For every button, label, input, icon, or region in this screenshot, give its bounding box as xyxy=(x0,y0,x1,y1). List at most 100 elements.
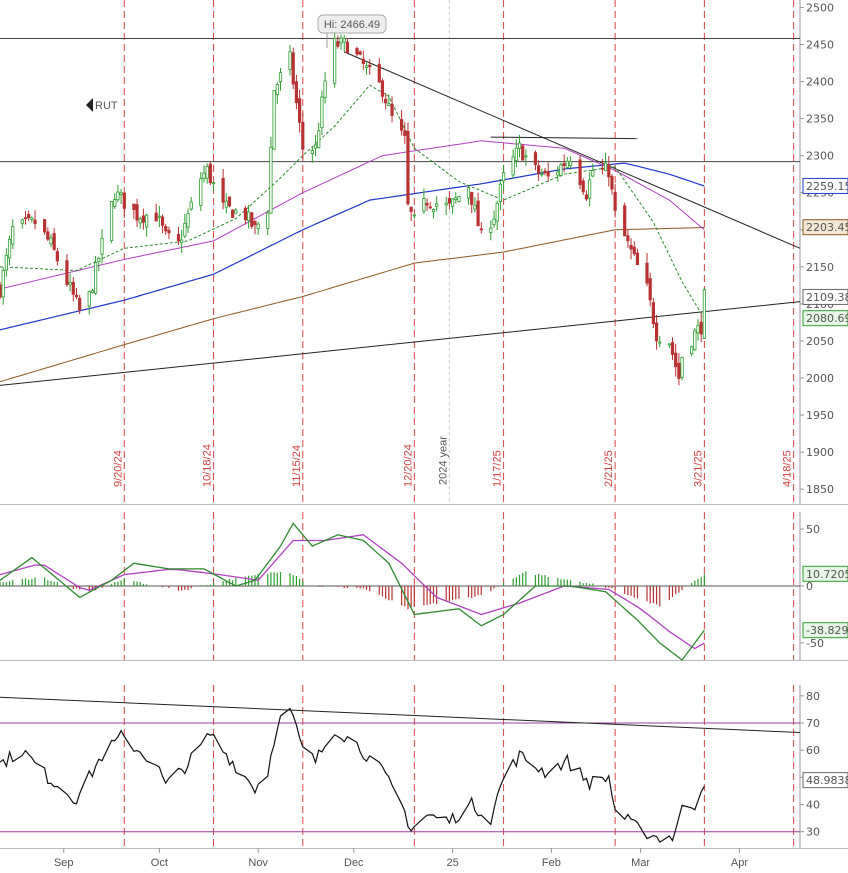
candle-body xyxy=(562,163,566,167)
candle-body xyxy=(33,219,37,224)
x-tick-label: Oct xyxy=(151,857,168,869)
symbol-text: RUT xyxy=(95,100,118,112)
candle-body xyxy=(623,205,627,237)
candle-body xyxy=(425,202,429,206)
rsi-label-box xyxy=(802,772,848,789)
candle-body xyxy=(565,160,569,168)
candle-body xyxy=(52,233,56,250)
candle-body xyxy=(298,98,302,123)
candle-body xyxy=(227,196,232,207)
candle-body xyxy=(543,170,547,174)
high-annotation-box xyxy=(317,14,387,34)
candle-body xyxy=(693,330,697,351)
candle-body xyxy=(234,209,238,214)
event-date-label: 4/18/25 xyxy=(782,450,794,487)
candle-body xyxy=(699,321,703,335)
rsi-label: 48.9838 xyxy=(806,774,848,787)
candle-body xyxy=(632,246,636,255)
macd-panel: 50 0 -50 10.7205 -38.829 xyxy=(0,512,848,661)
candle-body xyxy=(301,122,305,150)
candle-body xyxy=(470,191,474,205)
y-tick-label: 60 xyxy=(806,744,820,757)
candle-body xyxy=(489,227,493,233)
candle-body xyxy=(55,251,59,262)
candle-body xyxy=(384,98,388,104)
y-tick-label: 2300 xyxy=(806,150,834,163)
y-tick-label: 70 xyxy=(806,717,820,730)
y-tick-label: 2000 xyxy=(806,372,834,385)
candle-body xyxy=(0,284,2,298)
candle-body xyxy=(690,346,694,355)
candle-body xyxy=(122,192,126,209)
candle-body xyxy=(23,217,28,220)
candle-body xyxy=(221,177,225,203)
x-tick-label: Nov xyxy=(248,857,268,869)
candle-body xyxy=(180,239,184,244)
candle-body xyxy=(7,239,12,259)
y-tick-label: 80 xyxy=(806,690,820,703)
candle-body xyxy=(87,291,91,307)
candle-body xyxy=(613,191,617,211)
x-tick-label: Apr xyxy=(731,857,748,869)
trendline xyxy=(490,136,638,140)
candle-body xyxy=(556,171,560,176)
candle-body xyxy=(272,89,276,150)
candle-body xyxy=(654,322,659,342)
candle-body xyxy=(65,260,69,285)
candle-body xyxy=(138,218,142,224)
sma-brown-line xyxy=(0,227,705,383)
candle-body xyxy=(498,183,502,202)
candle-body xyxy=(97,257,101,262)
y-tick-label: 0 xyxy=(806,580,813,593)
price-label-box xyxy=(802,310,848,327)
candle-body xyxy=(317,130,321,148)
candle-body xyxy=(581,180,585,193)
candle-body xyxy=(345,41,350,54)
price-label: 2080.69 xyxy=(806,312,848,325)
candle-body xyxy=(674,352,678,368)
candle-body xyxy=(275,84,279,95)
candle-body xyxy=(635,252,640,266)
candle-body xyxy=(119,192,123,196)
candle-body xyxy=(680,356,684,378)
candle-body xyxy=(208,163,212,184)
candle-body xyxy=(224,200,228,208)
candle-body xyxy=(339,37,343,44)
macd-label: 10.7205 xyxy=(806,568,848,581)
candle-body xyxy=(568,160,573,167)
x-tick-label: Mar xyxy=(631,857,650,869)
candle-body xyxy=(658,341,662,344)
candle-body xyxy=(364,65,369,68)
trendline xyxy=(0,301,801,386)
candle-body xyxy=(113,199,117,207)
event-date-label: 3/21/25 xyxy=(692,450,704,487)
candle-body xyxy=(313,144,318,149)
candle-body xyxy=(361,58,365,64)
candle-body xyxy=(412,214,416,217)
y-tick-label: -50 xyxy=(806,637,824,650)
x-tick-label: Dec xyxy=(344,857,364,869)
candle-body xyxy=(336,41,340,47)
candle-body xyxy=(358,51,362,55)
macd-label-box xyxy=(802,565,848,582)
candle-body xyxy=(702,289,706,339)
candle-body xyxy=(428,206,432,209)
candle-body xyxy=(154,212,158,222)
candle-body xyxy=(71,281,75,295)
candle-body xyxy=(514,147,518,161)
candle-body xyxy=(521,145,525,161)
candle-body xyxy=(648,278,652,301)
candle-body xyxy=(100,237,104,255)
candle-body xyxy=(377,63,381,83)
candle-body xyxy=(291,52,295,85)
rsi-line xyxy=(0,707,705,844)
candle-body xyxy=(294,81,299,104)
candle-body xyxy=(540,173,544,176)
back-arrow-icon[interactable] xyxy=(86,98,93,112)
candle-body xyxy=(256,223,260,230)
candle-body xyxy=(492,218,496,225)
y-tick-label: 2450 xyxy=(806,38,834,51)
y-tick-label: 1850 xyxy=(806,483,834,496)
symbol-label[interactable]: RUT xyxy=(86,98,118,112)
